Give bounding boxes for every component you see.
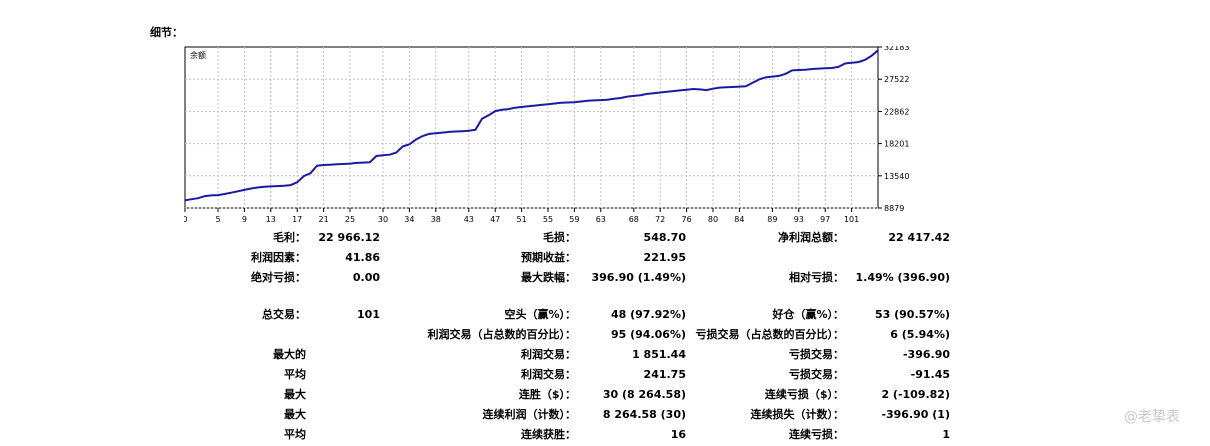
max-drawdown-value: 396.90 (1.49%) — [591, 271, 687, 284]
avg-cons-wins-label: 连续获胜： — [521, 428, 576, 441]
x-tick-label: 101 — [844, 215, 859, 224]
avg-loss-label: 亏损交易： — [789, 368, 844, 381]
avg-loss-value: -91.45 — [910, 368, 950, 381]
loss-trades-label: 亏损交易（占总数的百分比）： — [695, 328, 845, 341]
max-cons-loss-value: -396.90 (1) — [881, 408, 950, 421]
balance-line — [184, 49, 879, 202]
x-tick-label: 38 — [431, 215, 441, 224]
gross-loss-label: 毛损： — [543, 231, 576, 244]
loss-trades-value: 6 (5.94%) — [890, 328, 950, 341]
x-tick-label: 0 — [184, 215, 188, 224]
x-tick-label: 43 — [464, 215, 474, 224]
watermark: @老挚表 — [1124, 409, 1180, 425]
x-tick-label: 21 — [319, 215, 329, 224]
max-cons-wins-value: 30 (8 264.58) — [602, 388, 686, 401]
chart-series-label: 余额 — [190, 51, 206, 60]
expected-payoff-label: 预期收益： — [521, 251, 576, 264]
max-cons-losses-label: 连续亏损（$）： — [764, 388, 844, 401]
abs-drawdown-value: 0.00 — [352, 271, 380, 284]
x-tick-label: 13 — [266, 215, 276, 224]
max2-label: 最大 — [284, 408, 306, 421]
plot-frame — [184, 46, 879, 209]
page-title: 细节： — [150, 26, 183, 39]
gross-profit-value: 22 966.12 — [318, 231, 380, 244]
x-tick-label: 25 — [345, 215, 355, 224]
x-tick-label: 30 — [378, 215, 388, 224]
y-tick-label: 8879 — [884, 204, 904, 213]
balance-chart: 32183 27522 22862 18201 13540 8879 0 5 9 13 17 21 25… — [184, 46, 914, 226]
x-tick-label: 34 — [404, 215, 414, 224]
x-tick-label: 5 — [215, 215, 220, 224]
avg2-label: 平均 — [284, 428, 306, 441]
expected-payoff-value: 221.95 — [643, 251, 686, 264]
avg-profit-value: 241.75 — [643, 368, 686, 381]
long-label: 好仓（赢%）： — [772, 308, 844, 321]
net-profit-label: 净利润总额： — [778, 231, 844, 244]
y-tick-label: 22862 — [884, 107, 909, 116]
x-tick-label: 97 — [820, 215, 830, 224]
total-trades-value: 101 — [357, 308, 380, 321]
largest-loss-label: 亏损交易： — [789, 348, 844, 361]
x-tick-label: 93 — [794, 215, 804, 224]
y-tick-label: 18201 — [884, 140, 909, 149]
y-tick-label: 13540 — [884, 172, 909, 181]
max-cons-losses-value: 2 (-109.82) — [881, 388, 950, 401]
max-drawdown-label: 最大跌幅： — [521, 271, 576, 284]
x-tick-label: 9 — [242, 215, 247, 224]
x-tick-label: 89 — [767, 215, 777, 224]
avg-cons-losses-label: 连续亏损： — [789, 428, 844, 441]
largest-profit-value: 1 851.44 — [632, 348, 686, 361]
avg-profit-label: 利润交易： — [521, 368, 576, 381]
average-label: 平均 — [284, 368, 306, 381]
x-tick-label: 76 — [682, 215, 692, 224]
avg-cons-wins-value: 16 — [670, 428, 686, 441]
profit-trades-label: 利润交易（占总数的百分比）： — [427, 328, 577, 341]
max-cons-profit-value: 8 264.58 (30) — [602, 408, 686, 421]
y-tick-label: 32183 — [884, 46, 909, 52]
max-cons-wins-label: 连胜（$）： — [518, 388, 576, 401]
gross-profit-label: 毛利： — [273, 231, 306, 244]
abs-drawdown-label: 绝对亏损： — [251, 271, 306, 284]
largest-profit-label: 利润交易： — [521, 348, 576, 361]
avg-cons-losses-value: 1 — [942, 428, 950, 441]
x-tick-label: 17 — [292, 215, 302, 224]
largest-loss-value: -396.90 — [902, 348, 950, 361]
x-tick-label: 84 — [734, 215, 744, 224]
x-tick-label: 63 — [596, 215, 606, 224]
x-tick-label: 51 — [517, 215, 527, 224]
profit-trades-value: 95 (94.06%) — [610, 328, 686, 341]
profit-factor-value: 41.86 — [345, 251, 380, 264]
max-label: 最大 — [284, 388, 306, 401]
short-value: 48 (97.92%) — [610, 308, 686, 321]
net-profit-value: 22 417.42 — [888, 231, 950, 244]
x-tick-label: 55 — [543, 215, 553, 224]
max-cons-profit-label: 连续利润（计数）： — [482, 408, 577, 421]
x-tick-label: 68 — [629, 215, 639, 224]
largest-label: 最大的 — [273, 348, 306, 361]
long-value: 53 (90.57%) — [874, 308, 950, 321]
y-tick-label: 27522 — [884, 75, 909, 84]
max-cons-loss-label: 连续损失（计数）： — [750, 408, 845, 421]
profit-factor-label: 利润因素： — [251, 251, 306, 264]
rel-drawdown-value: 1.49% (396.90) — [855, 271, 951, 284]
total-trades-label: 总交易： — [262, 308, 306, 321]
x-tick-label: 80 — [708, 215, 718, 224]
stats-table: 毛利： 22 966.12 毛损： 548.70 净利润总额： 22 417.4… — [0, 226, 1210, 446]
x-tick-label: 47 — [490, 215, 500, 224]
gross-loss-value: 548.70 — [643, 231, 686, 244]
short-label: 空头（赢%）： — [504, 308, 576, 321]
x-tick-label: 72 — [655, 215, 665, 224]
rel-drawdown-label: 相对亏损： — [789, 271, 844, 284]
x-tick-label: 59 — [569, 215, 579, 224]
